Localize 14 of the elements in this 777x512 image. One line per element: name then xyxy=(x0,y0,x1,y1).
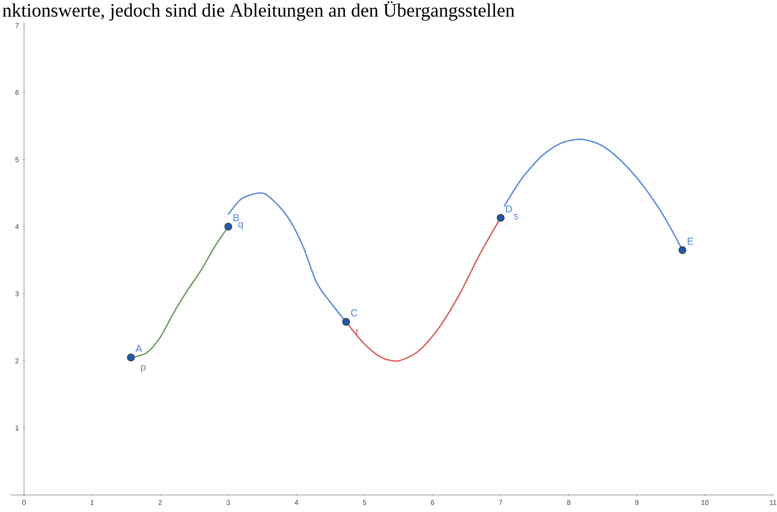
series-label: s xyxy=(514,214,518,220)
annotation: D xyxy=(506,205,512,212)
series-label: q xyxy=(238,222,243,230)
point xyxy=(127,354,135,362)
annotation: E xyxy=(688,238,694,245)
point xyxy=(224,222,232,231)
annotation: A xyxy=(135,345,142,352)
series-label: p xyxy=(141,364,146,372)
point xyxy=(342,318,350,326)
annotation: C xyxy=(351,309,358,316)
point xyxy=(496,214,505,222)
annotation: B xyxy=(234,214,239,222)
point xyxy=(678,246,686,254)
text: nktionswerte, jedoch sind die Ableitungen an den Übergangsstellen xyxy=(2,1,514,21)
